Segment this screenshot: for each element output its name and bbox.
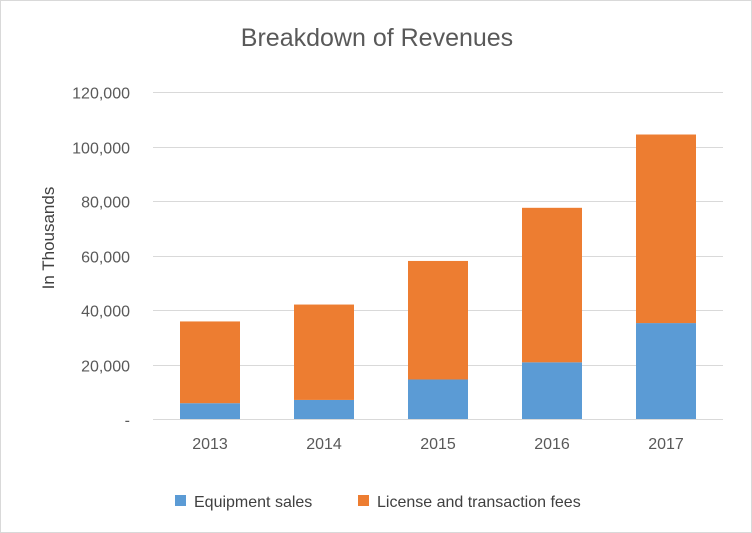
y-tick-label: - <box>125 413 130 430</box>
x-tick-label: 2017 <box>648 436 684 453</box>
y-tick-label: 80,000 <box>81 195 130 212</box>
legend-swatch-equipment-sales <box>175 495 186 506</box>
x-axis-ticks: 2013 2014 2015 2016 2017 <box>192 436 684 453</box>
bar-equipment-sales-2016 <box>522 362 582 419</box>
y-tick-label: 20,000 <box>81 359 130 376</box>
y-tick-label: 120,000 <box>72 86 130 103</box>
legend-swatch-license-transaction-fees <box>358 495 369 506</box>
bar-license-transaction-fees-2013 <box>180 321 240 404</box>
bar-license-transaction-fees-2017 <box>636 134 696 324</box>
y-tick-label: 100,000 <box>72 141 130 158</box>
bar-equipment-sales-2017 <box>636 323 696 419</box>
bar-license-transaction-fees-2016 <box>522 207 582 363</box>
y-tick-label: 40,000 <box>81 304 130 321</box>
bar-license-transaction-fees-2014 <box>294 304 354 400</box>
legend-label: Equipment sales <box>194 494 312 511</box>
bar-equipment-sales-2014 <box>294 399 354 419</box>
x-tick-label: 2016 <box>534 436 570 453</box>
x-tick-label: 2013 <box>192 436 228 453</box>
y-axis-ticks: - 20,000 40,000 60,000 80,000 100,000 120,000 <box>72 86 130 430</box>
bars <box>180 134 696 419</box>
bar-license-transaction-fees-2015 <box>408 260 468 380</box>
x-tick-label: 2015 <box>420 436 456 453</box>
bar-equipment-sales-2013 <box>180 403 240 419</box>
chart-title: Breakdown of Revenues <box>241 24 513 52</box>
y-axis-label: In Thousands <box>39 187 58 290</box>
legend: Equipment sales License and transaction f… <box>175 494 581 511</box>
bar-equipment-sales-2015 <box>408 379 468 419</box>
legend-label: License and transaction fees <box>377 494 581 511</box>
y-tick-label: 60,000 <box>81 250 130 267</box>
x-tick-label: 2014 <box>306 436 342 453</box>
